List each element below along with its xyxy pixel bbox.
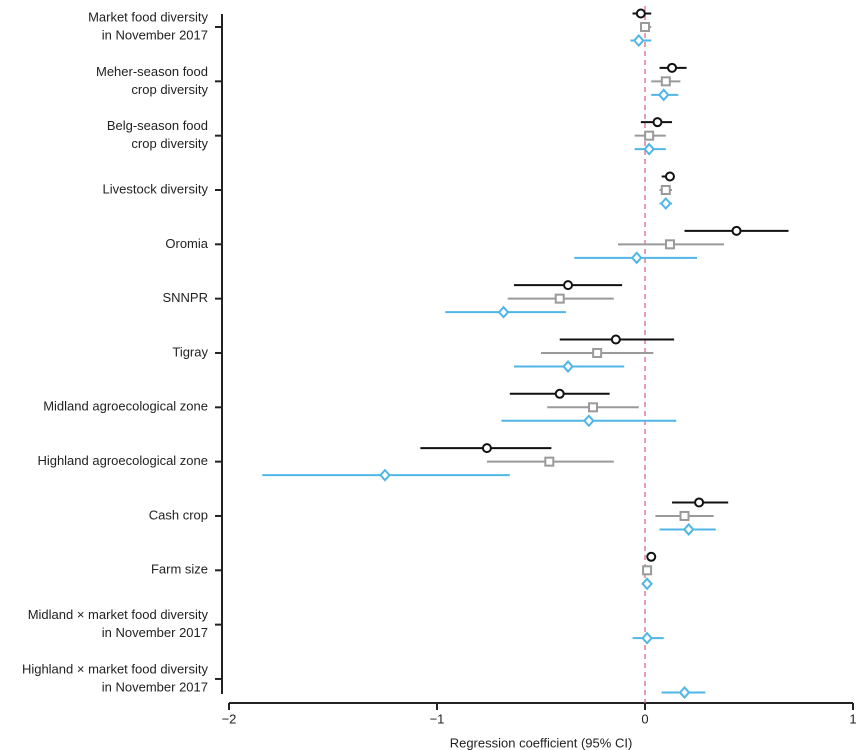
point bbox=[635, 8, 646, 19]
point bbox=[481, 443, 492, 454]
y-tick-label: SNNPR bbox=[162, 290, 208, 305]
point bbox=[630, 251, 643, 265]
point bbox=[664, 171, 675, 182]
point bbox=[694, 497, 705, 508]
y-tick-label: in November 2017 bbox=[102, 27, 208, 42]
x-tick-label: −1 bbox=[430, 711, 445, 726]
point bbox=[497, 305, 510, 319]
point bbox=[731, 225, 742, 236]
point bbox=[588, 402, 598, 413]
point bbox=[646, 551, 657, 562]
point bbox=[641, 631, 653, 645]
point bbox=[667, 62, 678, 73]
point bbox=[563, 280, 574, 291]
y-tick-label: in November 2017 bbox=[102, 679, 208, 694]
point bbox=[643, 142, 656, 156]
x-tick-label: 1 bbox=[849, 711, 856, 726]
y-tick-label: in November 2017 bbox=[102, 625, 208, 640]
point bbox=[610, 334, 621, 345]
y-tick-label: Farm size bbox=[151, 562, 208, 577]
point bbox=[379, 468, 391, 482]
y-tick-label: Cash crop bbox=[149, 507, 208, 522]
point bbox=[642, 565, 653, 576]
x-tick-label: −2 bbox=[222, 711, 237, 726]
y-tick-label: Oromia bbox=[165, 236, 208, 251]
point bbox=[554, 388, 565, 399]
point bbox=[632, 34, 645, 47]
y-tick-label: Midland agroecological zone bbox=[43, 399, 208, 414]
y-tick-label: Livestock diversity bbox=[103, 181, 209, 196]
point bbox=[682, 522, 695, 536]
y-tick-label: crop diversity bbox=[131, 82, 208, 97]
y-tick-label: Meher-season food bbox=[96, 64, 208, 79]
x-axis-label: Regression coefficient (95% CI) bbox=[450, 735, 633, 750]
point bbox=[562, 359, 574, 373]
point bbox=[582, 414, 595, 428]
y-tick-label: Market food diversity bbox=[88, 9, 208, 24]
y-tick-label: Highland × market food diversity bbox=[22, 661, 209, 676]
point bbox=[652, 117, 663, 128]
point bbox=[641, 577, 653, 591]
y-tick-label: Belg-season food bbox=[107, 118, 208, 133]
y-tick-label: Midland × market food diversity bbox=[28, 607, 209, 622]
point bbox=[659, 196, 672, 210]
point bbox=[657, 88, 670, 102]
point bbox=[679, 510, 690, 521]
y-tick-label: crop diversity bbox=[131, 136, 208, 151]
point bbox=[660, 76, 671, 87]
x-tick-label: 0 bbox=[641, 711, 648, 726]
point bbox=[640, 22, 650, 32]
y-tick-label: Highland agroecological zone bbox=[37, 453, 208, 468]
point bbox=[660, 184, 671, 195]
point bbox=[644, 130, 655, 141]
point bbox=[554, 293, 565, 304]
point bbox=[592, 347, 603, 358]
point bbox=[544, 456, 555, 467]
y-tick-label: Tigray bbox=[172, 344, 208, 359]
point bbox=[664, 239, 675, 250]
point bbox=[678, 685, 691, 699]
